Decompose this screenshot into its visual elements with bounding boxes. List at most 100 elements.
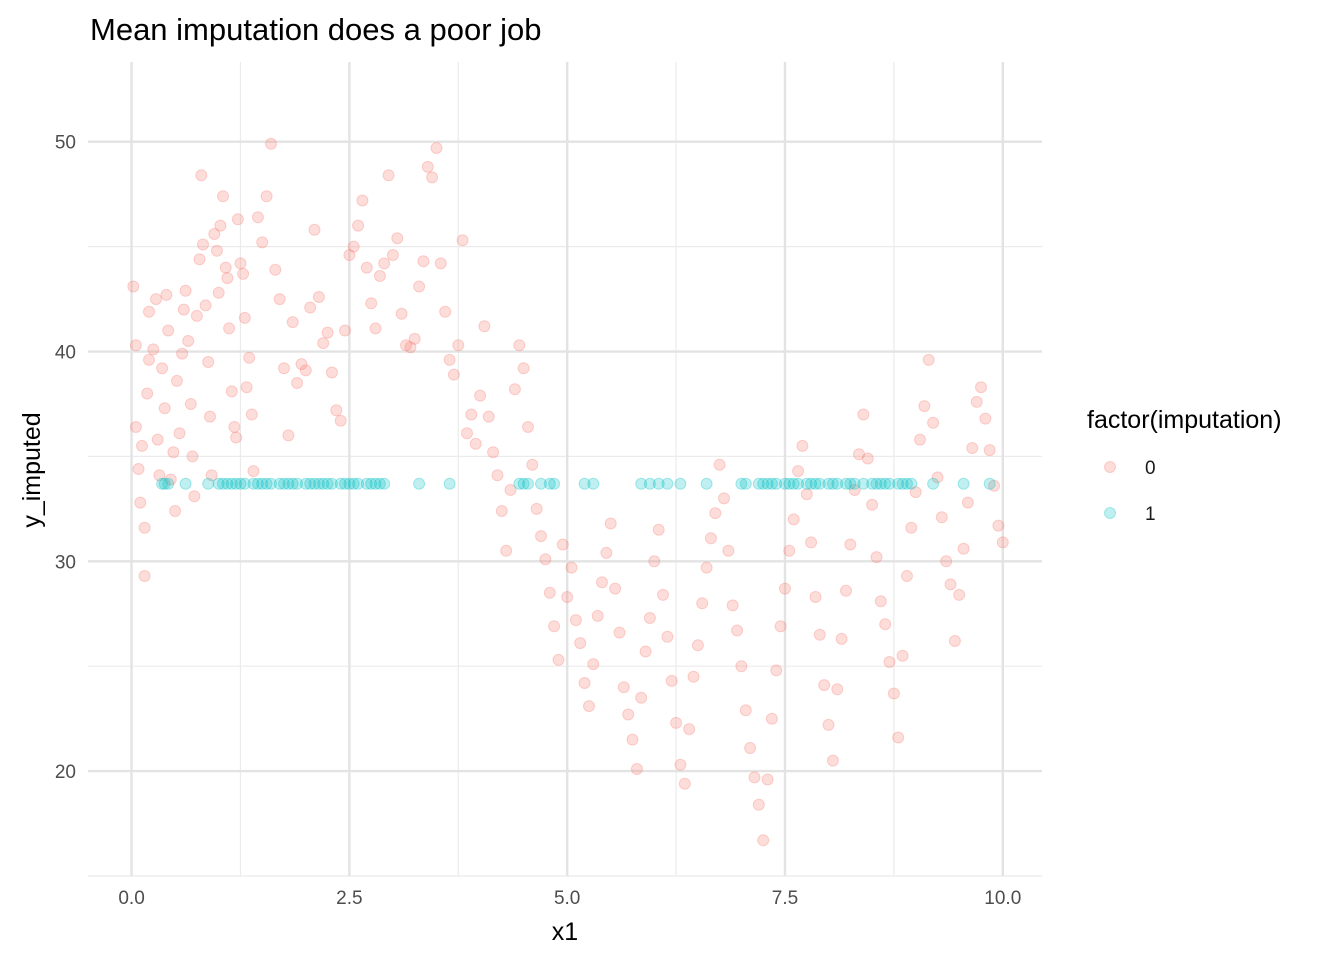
data-point-series-0	[879, 618, 892, 631]
data-point-series-1	[443, 477, 456, 490]
data-point-series-0	[132, 463, 145, 475]
data-point-series-0	[395, 307, 408, 320]
data-point-series-0	[944, 578, 957, 591]
data-point-series-0	[304, 301, 317, 314]
data-point-series-0	[197, 238, 209, 251]
data-point-series-1	[156, 477, 169, 490]
data-point-series-1	[325, 477, 338, 490]
data-point-series-0	[138, 521, 151, 534]
data-point-series-0	[731, 624, 744, 637]
data-point-series-1	[230, 477, 243, 490]
data-point-series-0	[979, 412, 992, 425]
y-tick-label: 30	[55, 552, 76, 573]
data-point-series-0	[330, 404, 343, 417]
data-point-series-1	[535, 477, 547, 490]
data-point-series-0	[826, 754, 839, 767]
data-point-series-0	[704, 532, 717, 545]
data-point-series-0	[247, 465, 260, 478]
data-point-series-0	[596, 576, 608, 589]
data-point-series-1	[548, 477, 561, 490]
data-point-series-0	[587, 658, 600, 671]
data-point-series-1	[770, 477, 783, 490]
data-point-series-0	[167, 446, 180, 459]
data-point-series-0	[127, 280, 140, 293]
data-point-series-1	[365, 477, 378, 490]
data-point-series-0	[744, 742, 757, 754]
legend-label-0: 0	[1145, 458, 1156, 479]
data-point-series-0	[901, 570, 913, 582]
data-point-series-0	[779, 582, 791, 595]
data-point-series-1	[661, 477, 674, 490]
data-point-series-0	[504, 484, 517, 496]
data-point-series-0	[622, 708, 635, 721]
data-point-series-1	[826, 477, 839, 490]
data-point-series-0	[176, 347, 189, 360]
data-point-series-1	[291, 477, 304, 490]
data-point-series-1	[513, 477, 526, 490]
data-point-series-0	[439, 305, 452, 318]
data-point-series-1	[757, 477, 770, 490]
x-axis-ticks: 0.0 2.5 5.0 7.5 10.0	[118, 888, 1021, 909]
data-point-series-0	[273, 293, 286, 306]
y-axis-title: y_imputed	[18, 412, 46, 527]
data-point-series-1	[522, 477, 534, 490]
y-tick-label: 50	[55, 133, 76, 154]
data-point-series-1	[735, 477, 748, 490]
data-point-series-0	[182, 335, 195, 347]
data-point-series-0	[491, 469, 504, 482]
data-point-series-0	[382, 169, 395, 182]
data-point-series-1	[343, 477, 356, 490]
data-point-series-1	[792, 477, 805, 490]
data-point-series-0	[129, 339, 142, 352]
data-point-series-1	[334, 477, 347, 490]
data-point-series-0	[421, 160, 434, 173]
y-tick-label: 40	[55, 343, 76, 364]
data-point-series-0	[256, 236, 269, 249]
data-point-series-0	[291, 377, 304, 389]
data-point-series-0	[482, 410, 495, 423]
data-point-series-1	[848, 477, 861, 490]
data-point-series-0	[652, 523, 665, 536]
data-point-series-0	[195, 169, 208, 182]
data-point-series-0	[940, 555, 953, 568]
data-point-series-0	[417, 255, 430, 268]
data-point-series-0	[866, 498, 879, 511]
data-point-series-1	[339, 477, 351, 490]
data-point-series-0	[173, 427, 186, 440]
data-point-series-0	[214, 219, 227, 232]
data-point-series-1	[813, 477, 826, 490]
data-point-series-0	[430, 142, 443, 154]
data-point-series-0	[400, 339, 412, 352]
data-point-series-0	[243, 351, 256, 364]
data-point-series-0	[948, 635, 961, 647]
data-point-series-1	[674, 477, 687, 490]
data-point-series-0	[713, 458, 726, 471]
data-point-series-0	[883, 656, 896, 668]
data-point-series-0	[447, 368, 460, 381]
data-point-series-0	[857, 408, 870, 421]
data-point-series-0	[796, 439, 809, 452]
data-point-series-1	[543, 477, 556, 490]
data-point-series-1	[587, 477, 600, 490]
data-point-series-0	[770, 664, 783, 677]
data-point-series-0	[896, 649, 909, 662]
data-point-series-0	[204, 410, 216, 423]
data-point-series-0	[141, 387, 154, 400]
x-axis-title: x1	[552, 918, 578, 946]
y-tick-label: 20	[55, 762, 76, 783]
data-point-series-0	[526, 458, 539, 471]
data-point-series-1	[761, 477, 774, 490]
data-point-series-1	[870, 477, 883, 490]
data-point-series-0	[870, 551, 883, 564]
data-point-series-1	[299, 477, 312, 490]
data-point-series-0	[591, 609, 604, 622]
data-point-series-0	[757, 834, 770, 847]
data-point-series-0	[465, 408, 478, 421]
data-point-series-1	[805, 477, 818, 490]
data-point-series-0	[162, 324, 175, 337]
data-point-series-0	[927, 416, 940, 429]
chart-title: Mean imputation does a poor job	[90, 12, 542, 47]
data-point-series-0	[217, 190, 229, 203]
y-axis-ticks: 20 30 40 50	[55, 133, 76, 783]
data-point-series-0	[813, 628, 826, 641]
